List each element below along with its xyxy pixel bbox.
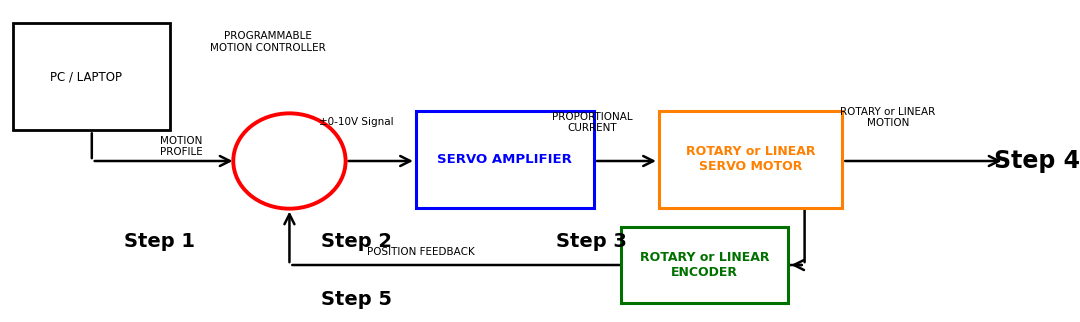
Text: POSITION FEEDBACK: POSITION FEEDBACK xyxy=(367,247,475,257)
Text: Step 2: Step 2 xyxy=(321,232,392,251)
Text: PROGRAMMABLE
MOTION CONTROLLER: PROGRAMMABLE MOTION CONTROLLER xyxy=(210,31,326,53)
Text: Step 1: Step 1 xyxy=(124,232,195,251)
Text: Step 3: Step 3 xyxy=(556,232,627,251)
Text: SERVO AMPLIFIER: SERVO AMPLIFIER xyxy=(437,153,572,166)
Bar xyxy=(13,23,170,130)
Text: PROPORTIONAL
CURRENT: PROPORTIONAL CURRENT xyxy=(552,111,632,133)
Text: ±0-10V Signal: ±0-10V Signal xyxy=(319,117,394,128)
Bar xyxy=(659,111,842,208)
Text: MOTION
PROFILE: MOTION PROFILE xyxy=(160,136,203,157)
Bar xyxy=(416,111,594,208)
Text: Step 5: Step 5 xyxy=(321,290,392,309)
Text: ROTARY or LINEAR
MOTION: ROTARY or LINEAR MOTION xyxy=(840,107,935,128)
Text: ROTARY or LINEAR
ENCODER: ROTARY or LINEAR ENCODER xyxy=(640,251,769,279)
Bar xyxy=(621,227,788,303)
Ellipse shape xyxy=(233,113,346,209)
Text: PC / LAPTOP: PC / LAPTOP xyxy=(51,70,122,83)
Text: Step 4: Step 4 xyxy=(994,149,1080,173)
Text: ROTARY or LINEAR
SERVO MOTOR: ROTARY or LINEAR SERVO MOTOR xyxy=(686,146,815,173)
